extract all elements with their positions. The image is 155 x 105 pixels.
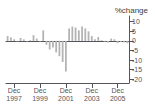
svg-text:0: 0 [132, 37, 136, 44]
svg-text:-5: -5 [132, 47, 138, 54]
svg-text:Dec: Dec [34, 87, 47, 94]
svg-text:2003: 2003 [84, 95, 100, 102]
svg-text:-15: -15 [132, 66, 142, 73]
svg-text:1997: 1997 [6, 95, 22, 102]
svg-text:10: 10 [132, 18, 140, 25]
svg-text:Dec: Dec [86, 87, 99, 94]
svg-text:1999: 1999 [32, 95, 48, 102]
svg-text:%change: %change [115, 6, 149, 15]
svg-text:2005: 2005 [110, 95, 126, 102]
svg-text:5: 5 [132, 28, 136, 35]
svg-text:-20: -20 [132, 76, 142, 83]
svg-text:Dec: Dec [60, 87, 73, 94]
svg-text:Dec: Dec [111, 87, 124, 94]
svg-text:Dec: Dec [8, 87, 21, 94]
svg-text:-10: -10 [132, 57, 142, 64]
svg-text:2001: 2001 [58, 95, 74, 102]
